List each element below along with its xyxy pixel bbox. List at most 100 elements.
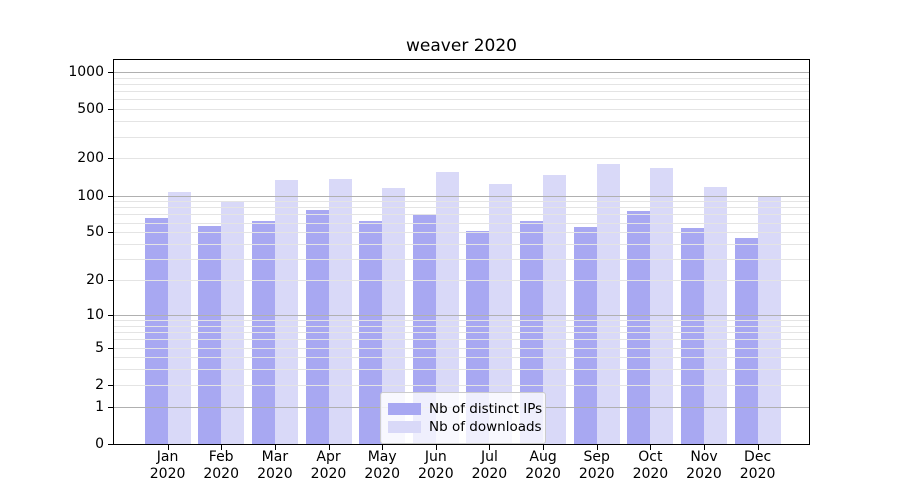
x-tick-month: Jul <box>480 449 498 465</box>
y-tick-mark <box>108 314 113 316</box>
legend-swatch-downloads <box>388 421 421 433</box>
x-tick-label: Sep 2020 <box>561 449 633 483</box>
x-tick-label: Oct 2020 <box>614 449 686 483</box>
y-tick-mark <box>108 280 113 281</box>
x-tick-year: 2020 <box>632 466 669 482</box>
y-tick-label: 100 <box>77 187 104 204</box>
x-tick-month: Feb <box>208 449 234 465</box>
bar-distinct-ips <box>412 214 436 444</box>
y-tick-mark <box>108 195 113 197</box>
bar-distinct-ips <box>681 228 704 444</box>
legend: Nb of distinct IPs Nb of downloads <box>380 392 546 444</box>
bar-distinct-ips <box>359 220 383 444</box>
x-tick-year: 2020 <box>257 466 293 482</box>
legend-entry-downloads: Nb of downloads <box>388 419 542 435</box>
bar-downloads <box>596 163 620 444</box>
x-tick-month: Sep <box>583 449 610 465</box>
x-tick-label: Jan 2020 <box>132 449 204 483</box>
bar-downloads <box>489 183 513 444</box>
x-tick-mark <box>650 445 652 450</box>
x-tick-label: Mar 2020 <box>239 449 311 483</box>
y-tick-label: 200 <box>77 150 104 167</box>
x-tick-mark <box>596 445 598 450</box>
x-tick-label: Jun 2020 <box>400 449 472 483</box>
y-tick-label: 1 <box>95 398 104 415</box>
bar-distinct-ips <box>305 210 329 444</box>
bar-downloads <box>704 187 727 444</box>
y-tick-mark <box>108 347 113 349</box>
x-tick-mark <box>328 445 330 450</box>
y-tick-label: 0 <box>95 436 104 452</box>
y-tick-mark <box>108 158 113 160</box>
y-tick-label: 20 <box>86 272 104 288</box>
x-tick-year: 2020 <box>203 466 239 482</box>
y-tick-label: 50 <box>86 224 104 241</box>
x-tick-month: Apr <box>316 449 341 465</box>
y-tick-label: 5 <box>95 339 104 356</box>
bar-distinct-ips <box>251 220 275 444</box>
y-tick-label: 500 <box>77 101 104 118</box>
legend-label-downloads: Nb of downloads <box>429 419 542 435</box>
x-tick-month: Nov <box>690 449 718 465</box>
y-tick-mark <box>108 384 113 386</box>
x-tick-year: 2020 <box>471 466 508 482</box>
x-tick-mark <box>274 445 276 450</box>
y-tick-label: 10 <box>86 306 104 323</box>
x-tick-year: 2020 <box>739 466 776 482</box>
y-tick-label: 1000 <box>68 63 104 80</box>
x-tick-month: Oct <box>638 449 663 465</box>
legend-label-distinct-ips: Nb of distinct IPs <box>429 401 543 417</box>
x-tick-year: 2020 <box>310 466 347 482</box>
legend-entry-distinct-ips: Nb of distinct IPs <box>388 401 542 417</box>
x-tick-year: 2020 <box>149 466 186 482</box>
bar-distinct-ips <box>466 231 490 444</box>
x-tick-mark <box>757 445 759 450</box>
x-tick-mark <box>704 445 705 450</box>
y-tick-label: 2 <box>95 376 104 393</box>
bar-downloads <box>435 172 459 444</box>
bars-layer <box>114 60 809 444</box>
x-tick-month: Jan <box>156 449 179 465</box>
x-tick-month: Mar <box>261 449 289 465</box>
bar-downloads <box>757 197 781 444</box>
x-tick-mark <box>435 445 437 450</box>
x-tick-mark <box>167 445 169 450</box>
chart-title: weaver 2020 <box>406 36 517 56</box>
bar-downloads <box>274 180 298 444</box>
x-tick-year: 2020 <box>525 466 561 482</box>
x-tick-month: Jun <box>424 449 447 465</box>
x-tick-label: Dec 2020 <box>722 449 794 483</box>
x-tick-mark <box>543 445 545 450</box>
y-tick-mark <box>108 71 113 73</box>
x-tick-label: May 2020 <box>346 449 418 483</box>
x-tick-year: 2020 <box>578 466 615 482</box>
y-tick-mark <box>108 444 113 445</box>
bar-distinct-ips <box>734 237 758 444</box>
y-tick-mark <box>108 232 113 234</box>
x-tick-label: Nov 2020 <box>668 449 740 483</box>
x-tick-mark <box>489 445 491 450</box>
x-tick-label: Jul 2020 <box>453 449 525 483</box>
bar-downloads <box>650 167 674 444</box>
bar-downloads <box>167 192 191 444</box>
x-tick-year: 2020 <box>686 466 722 482</box>
plot-area: Nb of distinct IPs Nb of downloads <box>113 59 810 445</box>
x-tick-month: Dec <box>744 449 772 465</box>
x-tick-mark <box>382 445 384 450</box>
bar-downloads <box>221 201 245 444</box>
bar-distinct-ips <box>144 218 168 444</box>
x-tick-month: Aug <box>529 449 557 465</box>
y-tick-mark <box>108 109 113 111</box>
x-tick-year: 2020 <box>417 466 454 482</box>
x-tick-label: Feb 2020 <box>185 449 257 483</box>
bar-downloads <box>543 174 567 444</box>
bar-distinct-ips <box>573 227 597 444</box>
bar-downloads <box>328 179 352 444</box>
x-tick-year: 2020 <box>364 466 400 482</box>
x-tick-label: Aug 2020 <box>507 449 579 483</box>
legend-swatch-distinct-ips <box>388 403 421 415</box>
x-tick-mark <box>221 445 223 450</box>
y-tick-mark <box>108 406 113 408</box>
bar-distinct-ips <box>627 210 651 444</box>
